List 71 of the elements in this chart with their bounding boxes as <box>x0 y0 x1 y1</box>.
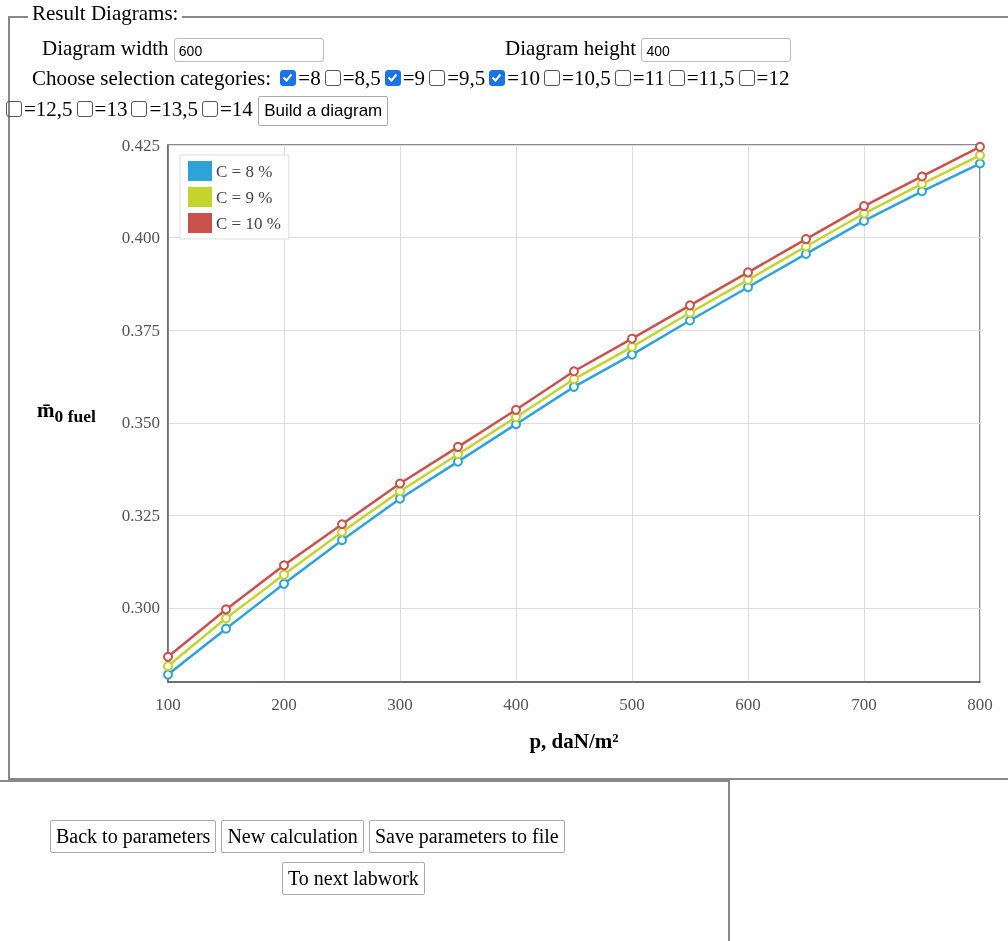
point <box>395 478 405 489</box>
x-tick-label: 100 <box>155 695 181 714</box>
text: =9 <box>402 66 426 90</box>
x-tick-label: 200 <box>271 695 297 714</box>
point <box>279 569 289 580</box>
point <box>337 519 347 530</box>
y-tick-label: 0.375 <box>121 320 160 340</box>
point <box>975 150 985 161</box>
text: =13,5 <box>149 96 199 121</box>
y-tick-label: 0.325 <box>121 505 160 525</box>
point <box>279 578 289 589</box>
text: =14 <box>220 96 253 121</box>
point <box>975 141 985 152</box>
y-tick-label: 0.425 <box>121 135 160 155</box>
text: =12 <box>756 66 790 90</box>
text-field: 400 <box>641 38 792 63</box>
y-axis-title: m̄$_{0 fuel}$ <box>37 398 96 428</box>
text: =8,5 <box>342 66 381 90</box>
text: Result Diagrams: <box>28 1 183 25</box>
text: Choose selection categories: <box>32 66 272 90</box>
point <box>279 560 289 571</box>
text: =13 <box>94 96 128 121</box>
point <box>453 441 463 452</box>
point <box>395 486 405 497</box>
point <box>917 171 927 182</box>
point <box>569 366 579 377</box>
x-tick-label: 500 <box>619 695 645 714</box>
point <box>859 201 869 212</box>
x-tick-label: 800 <box>967 695 993 714</box>
button: To next labwork <box>282 862 425 895</box>
point <box>163 651 173 662</box>
text: =10 <box>507 66 541 90</box>
point <box>337 535 347 546</box>
point <box>163 661 173 672</box>
text: =11,5 <box>686 66 735 90</box>
point <box>627 333 637 344</box>
text: Diagram width <box>42 36 169 60</box>
point <box>975 158 985 169</box>
point <box>801 234 811 245</box>
legend-label: C = 10 % <box>216 213 281 233</box>
legend-label: C = 9 % <box>216 187 273 207</box>
point <box>685 300 695 311</box>
point <box>221 604 231 615</box>
y-tick-label: 0.300 <box>121 598 160 618</box>
point <box>743 267 753 278</box>
y-tick-label: 0.400 <box>121 228 160 248</box>
point <box>511 404 521 415</box>
text: =10,5 <box>562 66 611 90</box>
x-tick-label: 300 <box>387 695 413 714</box>
x-axis-title: p, daN/m² <box>529 728 619 753</box>
button: Build a diagram <box>258 96 389 126</box>
x-tick-label: 700 <box>851 695 877 714</box>
text: =12,5 <box>24 96 73 121</box>
text: =9,5 <box>447 66 486 90</box>
text: Diagram height <box>505 36 637 60</box>
point <box>163 669 173 680</box>
point <box>221 623 231 634</box>
text: =8 <box>298 66 321 90</box>
x-tick-label: 400 <box>503 695 529 714</box>
point <box>627 341 637 352</box>
legend-label: C = 8 % <box>216 161 273 181</box>
text-field: 600 <box>173 38 324 63</box>
point <box>685 315 695 326</box>
y-tick-label: 0.350 <box>121 413 160 433</box>
button: New calculation <box>221 820 364 853</box>
text: =11 <box>632 66 665 90</box>
point <box>221 613 231 624</box>
button: Save parameters to file <box>368 820 565 853</box>
button: Back to parameters <box>50 820 217 853</box>
point <box>627 349 637 360</box>
x-tick-label: 600 <box>735 695 761 714</box>
